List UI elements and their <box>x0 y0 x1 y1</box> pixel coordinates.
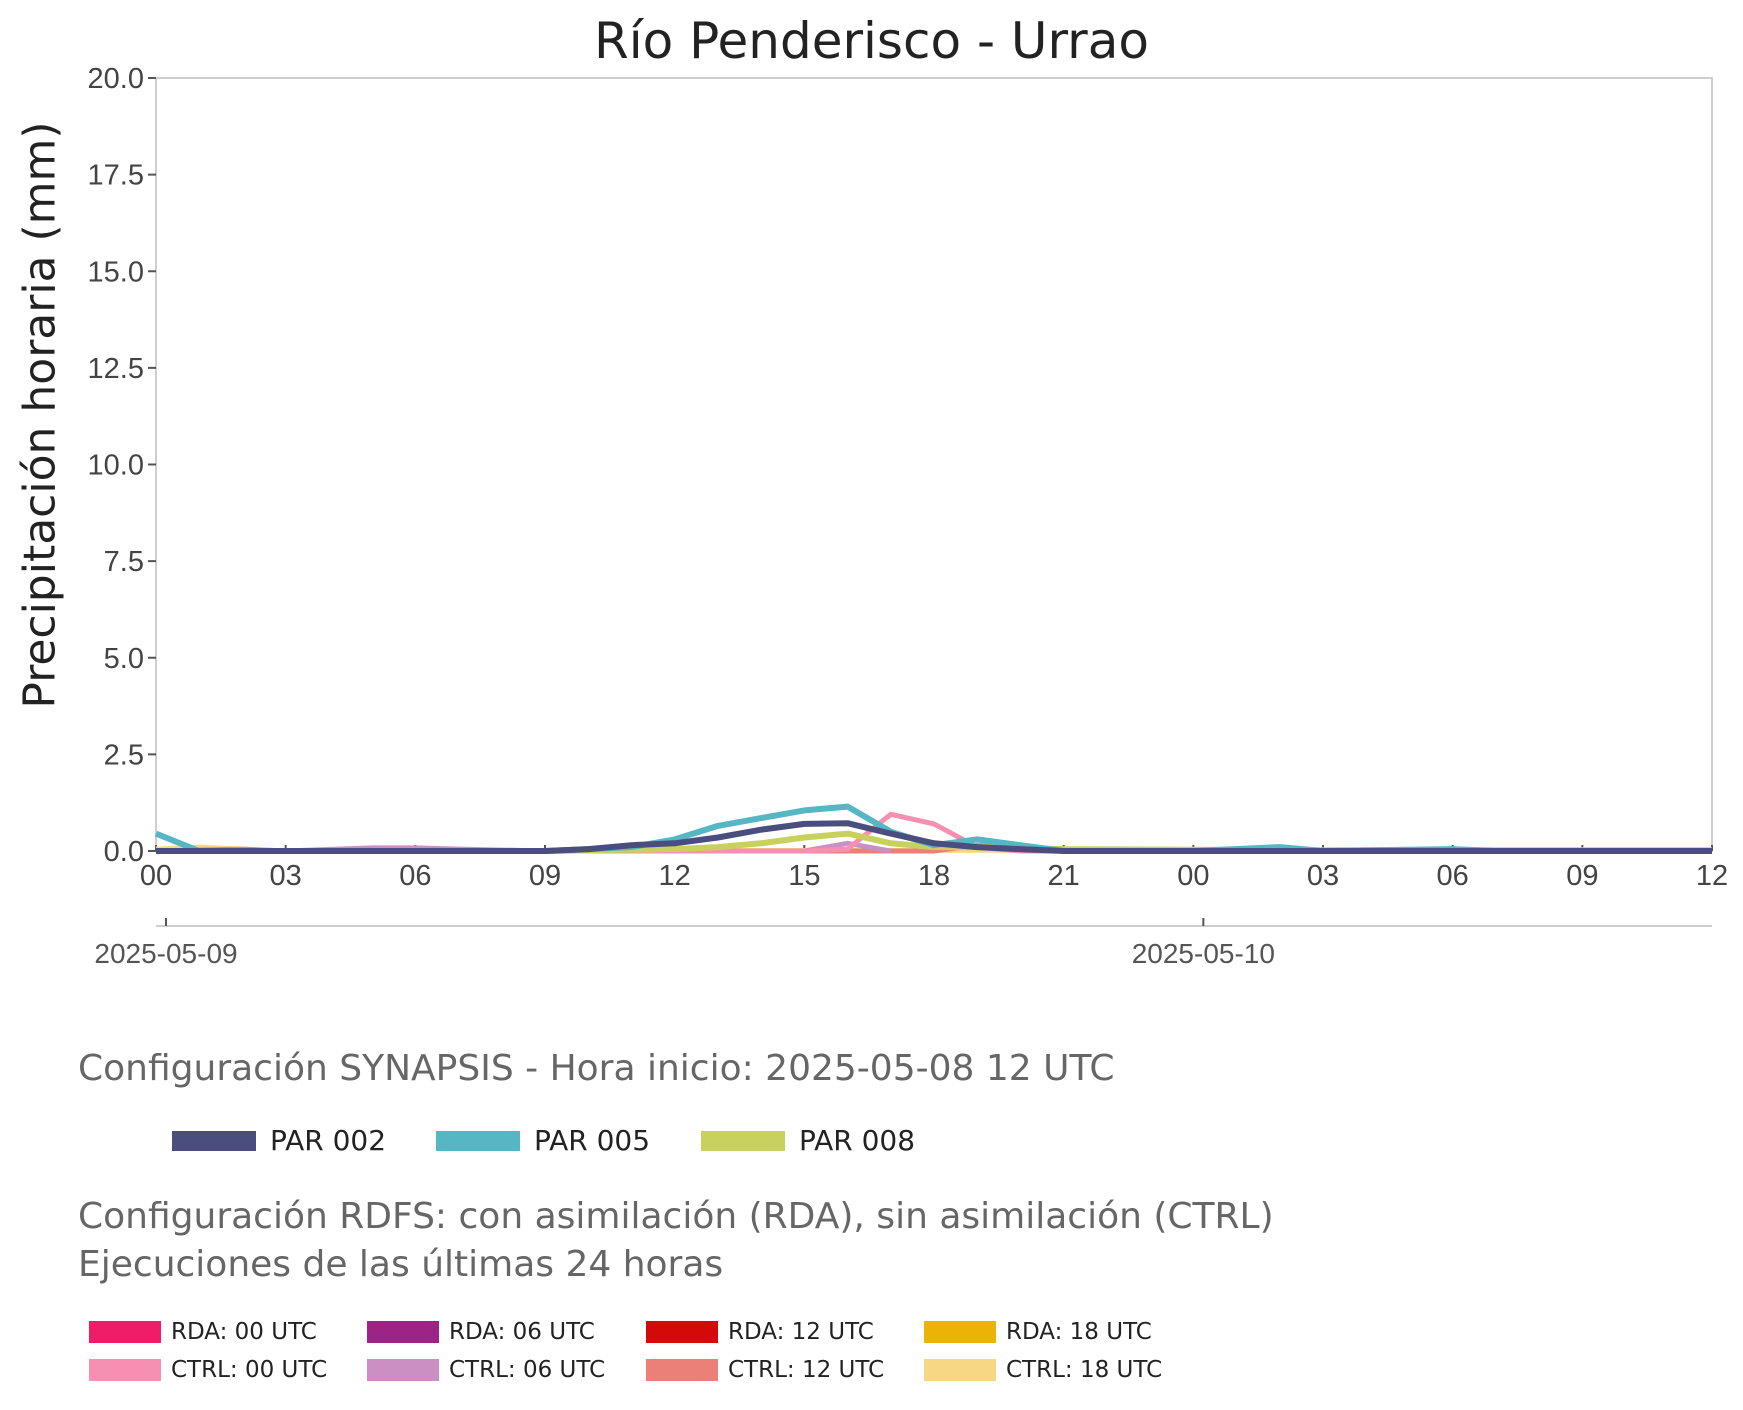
x-tick-label: 06 <box>399 860 431 892</box>
legend-label: CTRL: 18 UTC <box>1006 1357 1163 1383</box>
x-tick-label: 12 <box>659 860 691 892</box>
legend-item: PAR 005 <box>436 1124 650 1157</box>
legend-item: RDA: 18 UTC <box>924 1319 1152 1345</box>
legend-item: CTRL: 00 UTC <box>89 1357 327 1383</box>
legend-swatch <box>924 1321 996 1343</box>
legend-label: CTRL: 00 UTC <box>171 1357 328 1383</box>
legend-swatch <box>89 1321 161 1343</box>
y-tick-label: 20.0 <box>88 63 144 95</box>
y-tick-label: 0.0 <box>104 836 144 868</box>
legend-item: RDA: 06 UTC <box>367 1319 595 1345</box>
x-tick-label: 21 <box>1048 860 1080 892</box>
rdfs-legend-heading-line2: Ejecuciones de las últimas 24 horas <box>78 1244 724 1285</box>
legend-label: RDA: 18 UTC <box>1006 1319 1152 1345</box>
synapsis-legend-heading: Configuración SYNAPSIS - Hora inicio: 20… <box>78 1048 1115 1089</box>
legend-swatch <box>367 1321 439 1343</box>
date-tick-label: 2025-05-09 <box>94 938 237 969</box>
rdfs-legend-heading-line1: Configuración RDFS: con asimilación (RDA… <box>78 1196 1274 1237</box>
y-tick-label: 17.5 <box>88 160 144 192</box>
legend-label: RDA: 06 UTC <box>449 1319 595 1345</box>
y-tick-label: 10.0 <box>88 450 144 482</box>
legend-swatch <box>646 1359 718 1381</box>
legend-item: RDA: 00 UTC <box>89 1319 317 1345</box>
legend-swatch <box>367 1359 439 1381</box>
x-tick-label: 03 <box>270 860 302 892</box>
y-tick-label: 5.0 <box>104 643 144 675</box>
plot-frame <box>155 77 1713 852</box>
legend-item: CTRL: 06 UTC <box>367 1357 605 1383</box>
date-tick-label: 2025-05-10 <box>1132 938 1275 969</box>
y-tick-label: 12.5 <box>88 353 144 385</box>
legend-item: PAR 008 <box>701 1124 915 1157</box>
legend-label: PAR 002 <box>270 1124 387 1157</box>
x-axis: 00 03 06 09 12 15 18 21 00 03 06 09 12 <box>140 845 1728 892</box>
x-tick-label: 18 <box>918 860 950 892</box>
legend-item: CTRL: 18 UTC <box>924 1357 1162 1383</box>
x-tick-label: 03 <box>1307 860 1339 892</box>
legend-swatch <box>701 1130 785 1151</box>
chart-title: Río Penderisco - Urrao <box>594 12 1149 70</box>
legend-swatch <box>172 1130 256 1151</box>
legend-label: PAR 005 <box>534 1124 651 1157</box>
x-tick-label: 00 <box>1177 860 1209 892</box>
legend-label: CTRL: 12 UTC <box>728 1357 885 1383</box>
legend-item: RDA: 12 UTC <box>646 1319 874 1345</box>
y-axis-label: Precipitación horaria (mm) <box>14 121 66 709</box>
x-tick-label: 15 <box>788 860 820 892</box>
y-tick-label: 7.5 <box>104 546 144 578</box>
x-tick-label: 09 <box>529 860 561 892</box>
legend-label: RDA: 12 UTC <box>728 1319 874 1345</box>
legend-label: RDA: 00 UTC <box>171 1319 317 1345</box>
legend-label: CTRL: 06 UTC <box>449 1357 606 1383</box>
y-tick-label: 2.5 <box>104 739 144 771</box>
y-tick-label: 15.0 <box>88 256 144 288</box>
legend-swatch <box>924 1359 996 1381</box>
legend-item: CTRL: 12 UTC <box>646 1357 884 1383</box>
x-tick-label: 09 <box>1566 860 1598 892</box>
x-tick-label: 00 <box>140 860 172 892</box>
legend-swatch <box>89 1359 161 1381</box>
series-line-par-002 <box>156 820 1712 854</box>
y-axis: 0.0 2.5 5.0 7.5 10.0 12.5 15.0 17.5 20.0 <box>88 63 156 868</box>
legend-label: PAR 008 <box>799 1124 916 1157</box>
legend-swatch <box>436 1130 520 1151</box>
series-lines <box>154 803 1712 854</box>
date-axis: 2025-05-09 2025-05-10 <box>94 918 1275 969</box>
x-tick-label: 06 <box>1437 860 1469 892</box>
legend-swatch <box>646 1321 718 1343</box>
legend-item: PAR 002 <box>172 1124 386 1157</box>
x-tick-label: 12 <box>1696 860 1728 892</box>
